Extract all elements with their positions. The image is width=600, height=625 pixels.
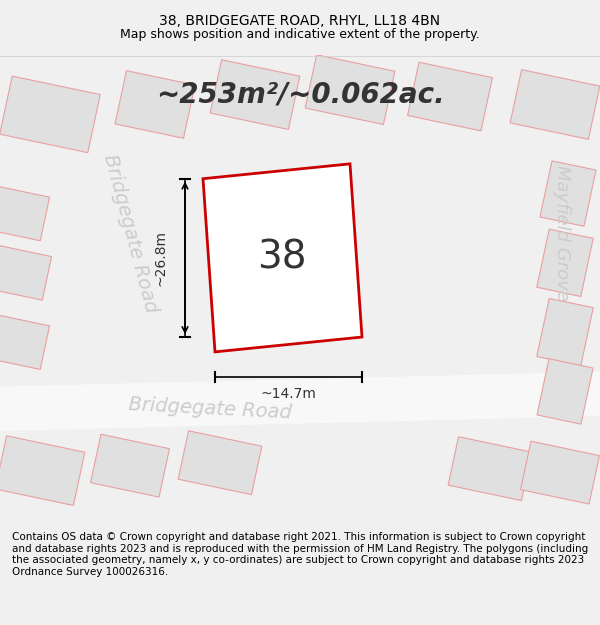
- Text: Bridgegate Road: Bridgegate Road: [128, 396, 292, 423]
- Polygon shape: [540, 161, 596, 226]
- Polygon shape: [537, 229, 593, 296]
- Polygon shape: [0, 245, 52, 300]
- Polygon shape: [537, 359, 593, 424]
- Polygon shape: [510, 69, 600, 139]
- Text: Map shows position and indicative extent of the property.: Map shows position and indicative extent…: [120, 28, 480, 41]
- Polygon shape: [203, 164, 362, 352]
- Polygon shape: [178, 431, 262, 494]
- Polygon shape: [0, 186, 50, 241]
- Polygon shape: [91, 434, 169, 497]
- Text: ~14.7m: ~14.7m: [260, 388, 316, 401]
- Polygon shape: [407, 62, 493, 131]
- Polygon shape: [0, 436, 85, 506]
- Polygon shape: [537, 298, 593, 366]
- Text: 38, BRIDGEGATE ROAD, RHYL, LL18 4BN: 38, BRIDGEGATE ROAD, RHYL, LL18 4BN: [160, 14, 440, 28]
- Polygon shape: [0, 314, 50, 369]
- Text: Bridgegate Road: Bridgegate Road: [100, 152, 160, 314]
- Text: ~253m²/~0.062ac.: ~253m²/~0.062ac.: [155, 81, 445, 109]
- Polygon shape: [115, 71, 195, 138]
- Text: ~26.8m: ~26.8m: [153, 230, 167, 286]
- Polygon shape: [0, 76, 100, 152]
- Polygon shape: [521, 441, 599, 504]
- Polygon shape: [305, 55, 395, 124]
- Text: Mayfield Grove: Mayfield Grove: [553, 165, 571, 301]
- Polygon shape: [0, 372, 600, 431]
- Polygon shape: [448, 437, 532, 501]
- Polygon shape: [210, 60, 300, 129]
- Text: Contains OS data © Crown copyright and database right 2021. This information is : Contains OS data © Crown copyright and d…: [12, 532, 588, 577]
- Text: 38: 38: [257, 239, 307, 277]
